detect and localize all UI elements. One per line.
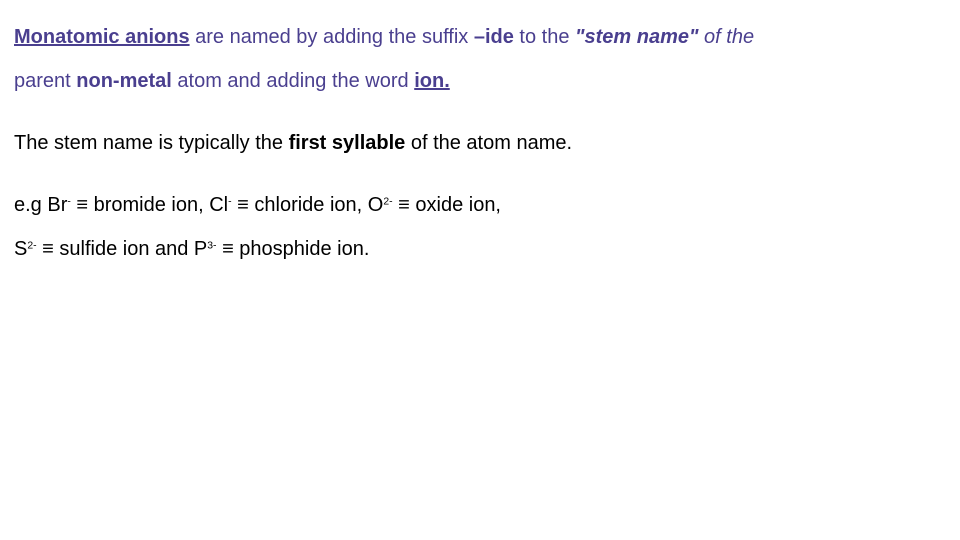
text: atom and adding the word: [172, 70, 414, 92]
example-text: ≡ sulfide ion and P: [37, 238, 208, 260]
charge-superscript: 2-: [383, 197, 392, 208]
text: parent: [14, 70, 76, 92]
term-non-metal: non-metal: [76, 70, 172, 92]
suffix-ide: –ide: [474, 26, 514, 48]
example-text: S: [14, 238, 27, 260]
charge-superscript: 2-: [27, 241, 36, 252]
term-ion: ion.: [414, 70, 450, 92]
example-text: ≡ oxide ion,: [393, 194, 501, 216]
para1-line1: Monatomic anions are named by adding the…: [14, 24, 946, 50]
term-stem-name: "stem name": [575, 26, 698, 48]
example-text: ≡ phosphide ion.: [217, 238, 370, 260]
example-text: ≡ chloride ion, O: [232, 194, 384, 216]
example-text: ≡ bromide ion, Cl: [71, 194, 228, 216]
example-text: e.g Br: [14, 194, 67, 216]
paragraph-examples: e.g Br- ≡ bromide ion, Cl- ≡ chloride io…: [14, 192, 946, 262]
term-monatomic-anions: Monatomic anions: [14, 26, 190, 48]
paragraph-anion-rule: Monatomic anions are named by adding the…: [14, 24, 946, 94]
text: of the atom name.: [405, 132, 572, 154]
para1-line2: parent non-metal atom and adding the wor…: [14, 68, 946, 94]
para2-line1: The stem name is typically the first syl…: [14, 130, 946, 156]
text: to the: [514, 26, 575, 48]
text: The stem name is typically the: [14, 132, 289, 154]
para3-line2: S2- ≡ sulfide ion and P3- ≡ phosphide io…: [14, 236, 946, 262]
paragraph-stem-syllable: The stem name is typically the first syl…: [14, 130, 946, 156]
text: are named by adding the suffix: [190, 26, 474, 48]
charge-superscript: 3-: [207, 241, 216, 252]
para3-line1: e.g Br- ≡ bromide ion, Cl- ≡ chloride io…: [14, 192, 946, 218]
text: of the: [699, 26, 755, 48]
term-first-syllable: first syllable: [289, 132, 406, 154]
